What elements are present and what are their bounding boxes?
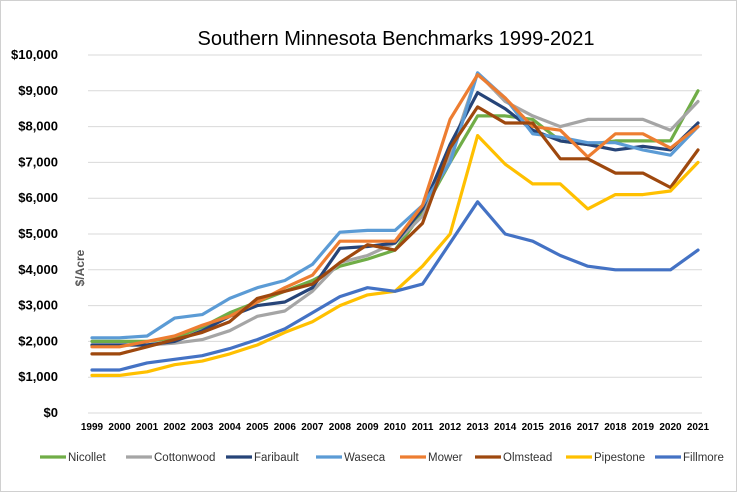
y-tick-label: $2,000 [18, 333, 58, 348]
x-tick-label: 2021 [687, 422, 710, 433]
y-tick-label: $9,000 [18, 83, 58, 98]
series-line-fillmore [90, 200, 700, 372]
x-tick-label: 2013 [467, 422, 490, 433]
x-tick-label: 2016 [549, 422, 572, 433]
x-tick-label: 2007 [301, 422, 324, 433]
y-tick-label: $8,000 [18, 119, 58, 134]
x-tick-label: 2000 [108, 422, 131, 433]
x-tick-label: 2006 [274, 422, 297, 433]
legend-label: Cottonwood [154, 452, 215, 464]
series-line-cottonwood [90, 71, 700, 347]
x-tick-label: 2017 [577, 422, 600, 433]
chart-title: Southern Minnesota Benchmarks 1999-2021 [198, 28, 595, 50]
y-tick-label: $5,000 [18, 226, 58, 241]
y-tick-label: $1,000 [18, 369, 58, 384]
x-tick-label: 2008 [329, 422, 352, 433]
x-tick-label: 2011 [412, 422, 434, 433]
x-tick-label: 1999 [81, 422, 104, 433]
x-tick-label: 2020 [659, 422, 682, 433]
x-tick-label: 2005 [246, 422, 269, 433]
x-tick-label: 2012 [439, 422, 462, 433]
legend-label: Pipestone [594, 452, 645, 464]
x-tick-label: 2019 [632, 422, 655, 433]
y-tick-label: $4,000 [18, 262, 58, 277]
y-tick-label: $7,000 [18, 154, 58, 169]
y-tick-label: $3,000 [18, 298, 58, 313]
x-tick-label: 2009 [356, 422, 379, 433]
y-axis-label: $/Acre [73, 249, 87, 286]
series-line-nicollet [90, 89, 700, 343]
legend-label: Waseca [344, 452, 386, 464]
x-tick-label: 2015 [522, 422, 545, 433]
series-lines [90, 71, 700, 377]
x-tick-label: 2004 [219, 422, 242, 433]
legend-label: Fillmore [683, 452, 724, 464]
legend-label: Olmstead [503, 452, 552, 464]
series-line-olmstead [90, 105, 700, 356]
gridlines [88, 54, 702, 414]
x-tick-label: 2002 [164, 422, 187, 433]
y-tick-label: $10,000 [11, 47, 58, 62]
x-tick-label: 2014 [494, 422, 517, 433]
legend-label: Faribault [254, 452, 300, 464]
y-axis-ticks: $0 $1,000 $2,000 $3,000 $4,000 $5,000 $6,000 $7… [11, 47, 58, 420]
x-tick-label: 2001 [136, 422, 159, 433]
series-line-mower [90, 73, 700, 349]
x-tick-label: 2018 [604, 422, 627, 433]
x-tick-label: 2003 [191, 422, 214, 433]
x-axis-ticks: 1999 2000 2001 2002 2003 2004 2005 2006 2007 2008… [81, 422, 710, 433]
y-tick-label: $0 [44, 405, 58, 420]
series-line-waseca [90, 71, 700, 340]
legend-label: Mower [428, 452, 463, 464]
series-line-faribault [90, 90, 700, 347]
legend: Nicollet Cottonwood Faribault Waseca Mower Ol… [40, 452, 724, 464]
legend-label: Nicollet [68, 452, 107, 464]
x-tick-label: 2010 [384, 422, 407, 433]
y-tick-label: $6,000 [18, 190, 58, 205]
